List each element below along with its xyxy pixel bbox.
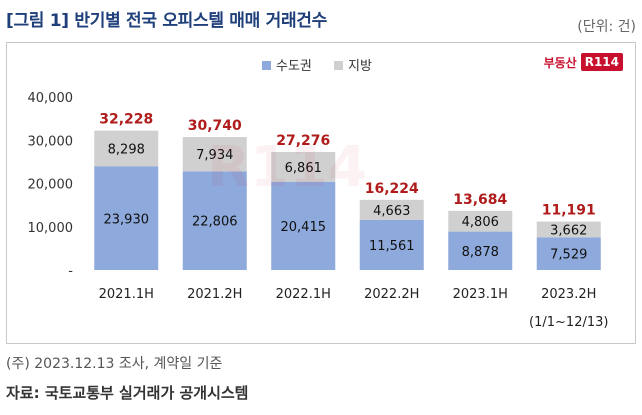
y-tick-label: 10,000: [28, 221, 74, 236]
chart-panel: 부동산 R114 R114 - 10,000 20,000 30,000 40,000 수…: [6, 42, 636, 344]
y-tick-label: 30,000: [28, 134, 74, 149]
x-tick-label: 2022.1H: [276, 287, 331, 302]
bar-segment: [359, 219, 424, 270]
legend-swatch: [334, 61, 343, 70]
bar-total-label: 30,740: [188, 118, 242, 134]
bar-total-label: 11,191: [542, 203, 596, 219]
bar-segment: [536, 221, 601, 238]
legend-swatch: [262, 61, 271, 70]
bar-segment: [94, 130, 159, 167]
bar-segment: [536, 237, 601, 270]
bar-value-label: 4,806: [462, 215, 499, 230]
x-tick-label: 2023.1H: [453, 287, 508, 302]
x-tick-label: 2021.2H: [187, 287, 242, 302]
x-tick-label: 2021.1H: [99, 287, 154, 302]
watermark: R114: [207, 135, 368, 200]
bar-value-label: 7,529: [550, 248, 587, 263]
bar-segment: [94, 166, 159, 270]
bar-total-label: 32,228: [99, 112, 153, 128]
brand-text: 부동산: [543, 55, 577, 70]
bar-value-label: 20,415: [281, 220, 327, 235]
bar-segment: [448, 231, 513, 270]
stacked-bar-chart: - 10,000 20,000 30,000 40,000 수도권 지방 23,930 8,29…: [28, 59, 609, 330]
bar-value-label: 3,662: [550, 224, 587, 239]
footnote: (주) 2023.12.13 조사, 계약일 기준: [6, 356, 223, 372]
bar-value-label: 23,930: [104, 212, 150, 227]
bar-value-label: 8,298: [108, 143, 145, 158]
bar-value-label: 22,806: [192, 215, 238, 230]
bar-value-label: 8,878: [462, 245, 499, 260]
legend-label: 지방: [348, 59, 372, 74]
bar-segment: [359, 199, 424, 220]
x-tick-sublabel: (1/1~12/13): [529, 315, 608, 330]
bar-segment: [271, 181, 336, 270]
bar-segment: [271, 152, 336, 182]
x-tick-label: 2022.2H: [364, 287, 419, 302]
source-note: 자료: 국토교통부 실거래가 공개시스템: [6, 384, 249, 402]
legend-label: 수도권: [276, 59, 312, 74]
bar-total-label: 13,684: [453, 192, 507, 208]
bar-segment: [448, 210, 513, 232]
unit-label: (단위: 건): [577, 19, 636, 35]
bar-segment: [182, 171, 247, 270]
bar-total-label: 27,276: [276, 133, 330, 149]
x-tick-label: 2023.2H: [541, 287, 596, 302]
chart-title: [그림 1] 반기별 전국 오피스텔 매매 거래건수: [6, 11, 327, 31]
y-tick-label: 40,000: [28, 91, 74, 106]
y-tick-label: 20,000: [28, 178, 74, 193]
bar-value-label: 7,934: [196, 148, 233, 163]
bar-total-label: 16,224: [365, 181, 419, 197]
bar-value-label: 6,861: [285, 161, 322, 176]
y-tick-label: -: [68, 264, 73, 279]
bar-segment: [182, 137, 247, 172]
bar-value-label: 11,561: [369, 239, 415, 254]
bar-value-label: 4,663: [373, 204, 410, 219]
brand-logo: 부동산 R114: [544, 53, 623, 71]
brand-box: R114: [580, 53, 623, 71]
